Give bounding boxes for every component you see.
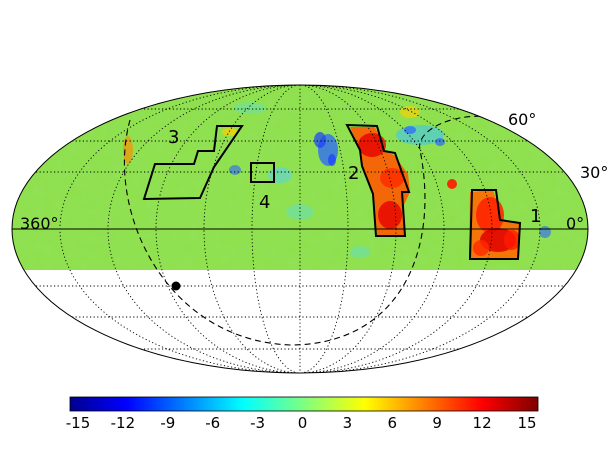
colorbar-tick-label: -6 [205, 414, 220, 432]
colorbar-tick-label: 9 [432, 414, 442, 432]
region-3-outline [142, 125, 244, 201]
lat-label-0: 0° [566, 214, 584, 233]
colorbar-tick-label: 3 [343, 414, 353, 432]
region-label-4: 4 [259, 192, 270, 213]
map-outline [11, 84, 589, 374]
region-4-outline [250, 162, 275, 183]
marker-point [171, 281, 181, 291]
lat-label-60: 60° [508, 110, 536, 129]
colorbar-tick-label: 6 [388, 414, 398, 432]
colorbar: -15 -12 -9 -6 -3 0 3 6 9 12 15 [66, 396, 539, 432]
lon-label-360: 360° [20, 214, 59, 233]
region-label-2: 2 [348, 163, 359, 184]
region-label-1: 1 [530, 206, 541, 227]
region-2-outline [345, 123, 411, 237]
colorbar-tick-label: -15 [66, 414, 91, 432]
colorbar-tick-label: -3 [250, 414, 265, 432]
colorbar-tick-label: 15 [517, 414, 536, 432]
region-label-3: 3 [168, 127, 179, 148]
region-1-outline [468, 189, 522, 260]
colorbar-tick-label: -9 [160, 414, 175, 432]
colorbar-tick-label: 0 [298, 414, 308, 432]
dashed-boundary-curve [123, 115, 501, 346]
region-outlines [142, 123, 522, 260]
colorbar-tick-label: -12 [111, 414, 136, 432]
hot-spots [123, 106, 520, 258]
colorbar-gradient [69, 396, 539, 412]
lat-label-30: 30° [580, 163, 608, 182]
colorbar-tick-label: 12 [473, 414, 492, 432]
colorbar-ticks: -15 -12 -9 -6 -3 0 3 6 9 12 15 [66, 414, 537, 432]
